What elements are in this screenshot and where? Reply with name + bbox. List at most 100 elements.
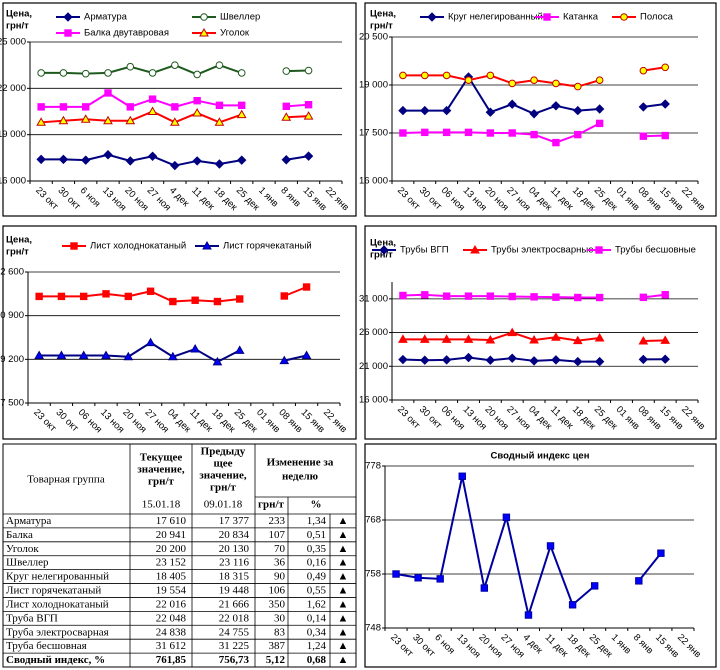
- marker: [303, 151, 314, 161]
- y-tick-label: 31 000: [359, 293, 388, 304]
- marker: [36, 154, 46, 165]
- marker: [635, 577, 643, 585]
- marker: [392, 570, 400, 578]
- y-tick-label: 25 000: [0, 37, 26, 48]
- marker: [573, 82, 582, 91]
- table-cell: ▲: [338, 598, 349, 610]
- marker: [427, 12, 437, 22]
- marker: [420, 355, 430, 365]
- series-line: [402, 356, 600, 363]
- marker: [80, 292, 88, 301]
- marker: [193, 70, 201, 79]
- marker: [169, 297, 177, 306]
- marker: [214, 159, 225, 169]
- marker: [573, 356, 583, 367]
- y-tick-label: 20 900: [0, 310, 24, 321]
- table-cell: ▲: [338, 515, 349, 527]
- marker: [660, 354, 670, 364]
- marker: [507, 327, 518, 337]
- table-cell: 20 200: [156, 543, 187, 555]
- y-tick-label: 22 000: [0, 83, 26, 94]
- table-cell: 1,24: [307, 640, 327, 652]
- marker: [552, 79, 560, 88]
- marker: [574, 293, 582, 302]
- header-cell: %: [311, 499, 322, 511]
- legend-label: Трубы бесшовные: [615, 245, 696, 256]
- marker: [470, 244, 480, 254]
- table-cell: ▲: [338, 612, 349, 624]
- marker: [590, 582, 599, 590]
- marker: [301, 350, 312, 359]
- marker: [282, 67, 291, 75]
- marker: [486, 71, 495, 80]
- header-cell: грн/т: [148, 476, 175, 488]
- table-cell: 23 152: [156, 557, 186, 569]
- y-tick-label: 768: [365, 515, 381, 526]
- table-cell: 21 666: [219, 598, 250, 610]
- table-cell: ▲: [338, 626, 349, 638]
- marker: [215, 101, 224, 110]
- table-cell: 0,49: [307, 571, 327, 583]
- marker: [123, 351, 134, 361]
- table-cell: Круг нелегированный: [6, 571, 109, 583]
- marker: [199, 27, 209, 37]
- legend-label: Уголок: [220, 28, 250, 39]
- y-tick-label: 19 200: [0, 354, 24, 365]
- series-line: [638, 552, 662, 582]
- y-tick-label: 21 000: [359, 361, 388, 372]
- table-cell: 1,62: [307, 598, 326, 610]
- marker: [464, 292, 473, 300]
- marker: [420, 105, 430, 116]
- marker: [202, 240, 212, 250]
- marker: [80, 114, 91, 123]
- marker: [58, 115, 69, 125]
- marker: [464, 76, 473, 84]
- table-cell: Сводный индекс, %: [6, 654, 105, 666]
- table-cell: 22 018: [219, 612, 250, 624]
- header-cell: грн/т: [210, 482, 237, 494]
- legend-label: Арматура: [84, 12, 128, 23]
- marker: [101, 350, 111, 359]
- marker: [639, 293, 648, 302]
- header-cell: значение,: [137, 464, 184, 476]
- series-line: [395, 475, 596, 617]
- price-table: Товарная группаТекущеезначение,грн/т15.0…: [2, 443, 357, 668]
- marker: [237, 155, 247, 165]
- marker: [639, 132, 648, 140]
- table-cell: ▲: [338, 654, 349, 666]
- marker: [34, 350, 45, 359]
- marker: [37, 103, 45, 111]
- marker: [594, 356, 605, 367]
- marker: [441, 355, 452, 365]
- marker: [281, 112, 292, 121]
- series-line: [41, 110, 243, 124]
- marker: [70, 242, 78, 250]
- marker: [192, 156, 202, 166]
- marker: [442, 71, 451, 80]
- table-cell: 22 048: [156, 612, 187, 624]
- marker: [546, 542, 555, 550]
- marker: [620, 13, 628, 21]
- marker: [463, 352, 474, 363]
- marker: [147, 106, 158, 115]
- table-cell: 31 225: [219, 640, 250, 652]
- y-tick-label: 19 000: [0, 129, 26, 140]
- table-cell: ▲: [338, 571, 349, 583]
- marker: [103, 115, 113, 125]
- table-cell: 22 016: [156, 598, 187, 610]
- table-cell: Лист горячекатаный: [6, 585, 101, 597]
- legend-label: Балка двутавровая: [84, 28, 169, 39]
- marker: [57, 292, 66, 301]
- marker: [237, 69, 246, 77]
- table-cell: ▲: [338, 585, 349, 597]
- marker: [638, 335, 649, 345]
- marker: [458, 472, 466, 480]
- table-cell: ▲: [338, 640, 349, 652]
- header-cell: значение,: [199, 470, 246, 482]
- marker: [421, 128, 429, 137]
- marker: [507, 353, 517, 363]
- table-cell: 0,55: [307, 585, 327, 597]
- marker: [171, 103, 179, 111]
